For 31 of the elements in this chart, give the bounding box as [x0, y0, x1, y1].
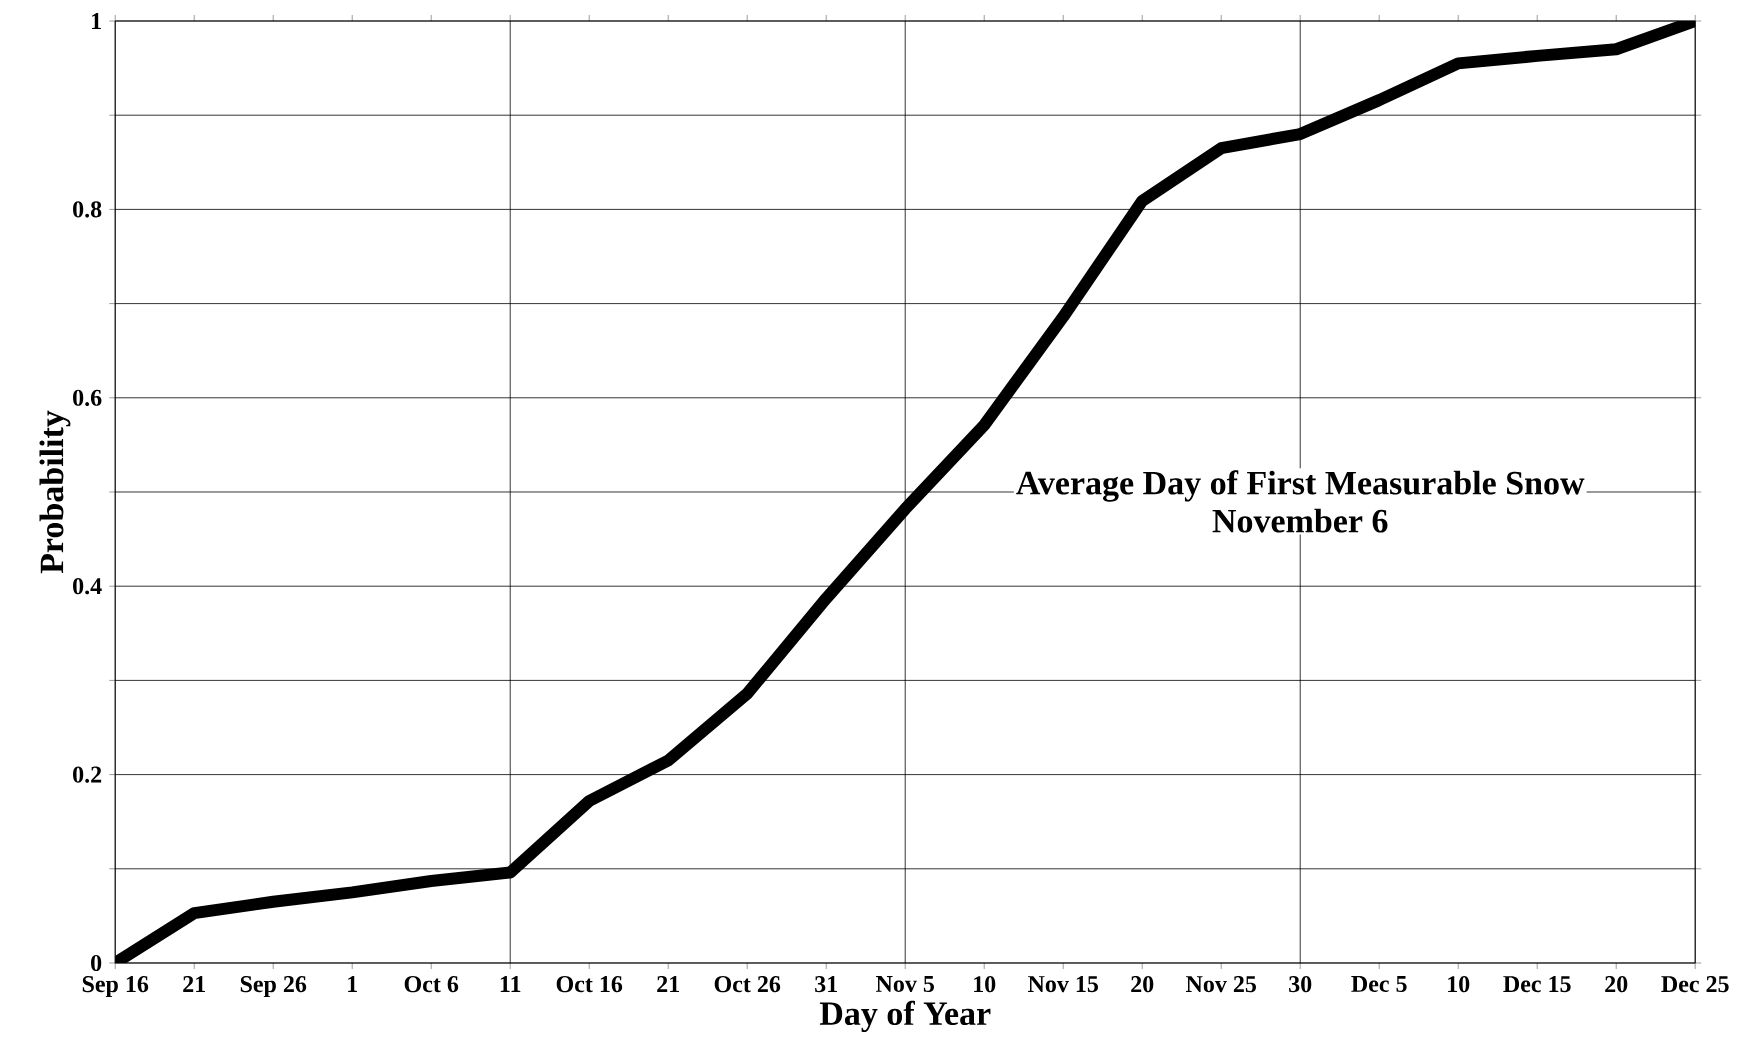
- y-tick-label: 0.4: [73, 578, 102, 595]
- x-tick-label: 21: [657, 976, 679, 992]
- y-tick-label: 0.6: [73, 389, 102, 406]
- x-tick-label: Oct 26: [714, 976, 781, 993]
- x-tick-label: 10: [974, 976, 996, 993]
- x-tick-label: 20: [1605, 976, 1628, 993]
- y-axis-title: Probability: [39, 410, 71, 574]
- x-axis-title: Day of Year: [819, 1000, 991, 1033]
- x-tick-label: Sep 26: [240, 976, 307, 998]
- x-tick-label: Dec 15: [1503, 976, 1571, 993]
- x-tick-label: Nov 25: [1186, 976, 1256, 993]
- x-tick-label: Sep 16: [82, 976, 149, 998]
- x-tick-label: Oct 16: [556, 976, 623, 993]
- x-tick-label: 30: [1289, 976, 1312, 993]
- y-tick-label: 1: [92, 13, 101, 29]
- x-tick-label: 10: [1448, 976, 1470, 993]
- x-tick-label: Dec 25: [1661, 976, 1729, 993]
- x-tick-label: 1: [348, 976, 357, 992]
- x-tick-label: Nov 5: [876, 976, 934, 992]
- x-tick-label: Oct 6: [404, 976, 459, 993]
- y-tick-label: 0.2: [73, 766, 102, 783]
- y-tick-label: 0.8: [73, 201, 102, 218]
- x-tick-label: 21: [183, 976, 205, 992]
- y-tick-label: 0: [91, 954, 102, 972]
- annotation: Average Day of First Measurable Snow: [1016, 470, 1585, 502]
- x-tick-label: Dec 5: [1351, 976, 1407, 992]
- x-tick-label: 31: [815, 976, 837, 993]
- annotation: November 6: [1212, 508, 1388, 533]
- x-tick-label: 11: [500, 976, 521, 992]
- x-tick-label: 20: [1131, 976, 1154, 993]
- x-tick-label: Nov 15: [1028, 976, 1098, 993]
